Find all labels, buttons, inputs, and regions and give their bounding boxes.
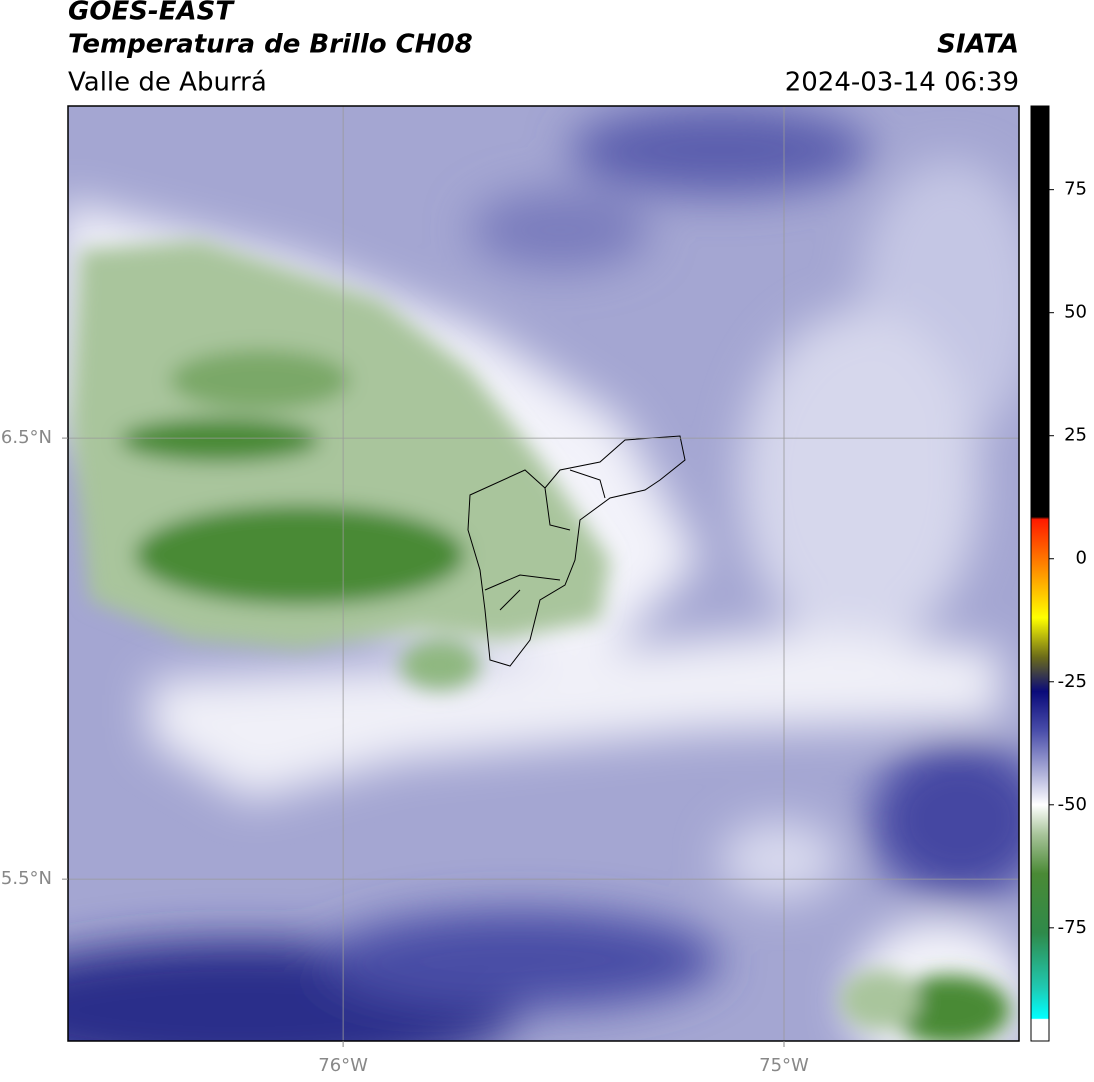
title: GOES-EAST	[68, 0, 235, 27]
colorbar-label: 25	[1064, 425, 1087, 446]
source: SIATA	[937, 30, 1019, 60]
region: Valle de Aburrá	[68, 68, 267, 98]
colorbar-label: -25	[1058, 671, 1087, 692]
colorbar-label: -75	[1058, 917, 1087, 938]
lat-label: 6.5°N	[1, 427, 52, 448]
lon-label: 75°W	[759, 1055, 809, 1076]
colorbar-label: 0	[1076, 548, 1087, 569]
lon-label: 76°W	[318, 1055, 368, 1076]
colorbar-label: 50	[1064, 302, 1087, 323]
timestamp: 2024-03-14 06:39	[785, 68, 1019, 98]
colorbar-label: -50	[1058, 794, 1087, 815]
colorbar	[1030, 105, 1050, 1042]
subtitle: Temperatura de Brillo CH08	[68, 30, 473, 60]
colorbar-label: 75	[1064, 179, 1087, 200]
map-frame	[67, 105, 1020, 1042]
satellite-field	[68, 106, 1019, 1041]
lat-label: 5.5°N	[1, 868, 52, 889]
